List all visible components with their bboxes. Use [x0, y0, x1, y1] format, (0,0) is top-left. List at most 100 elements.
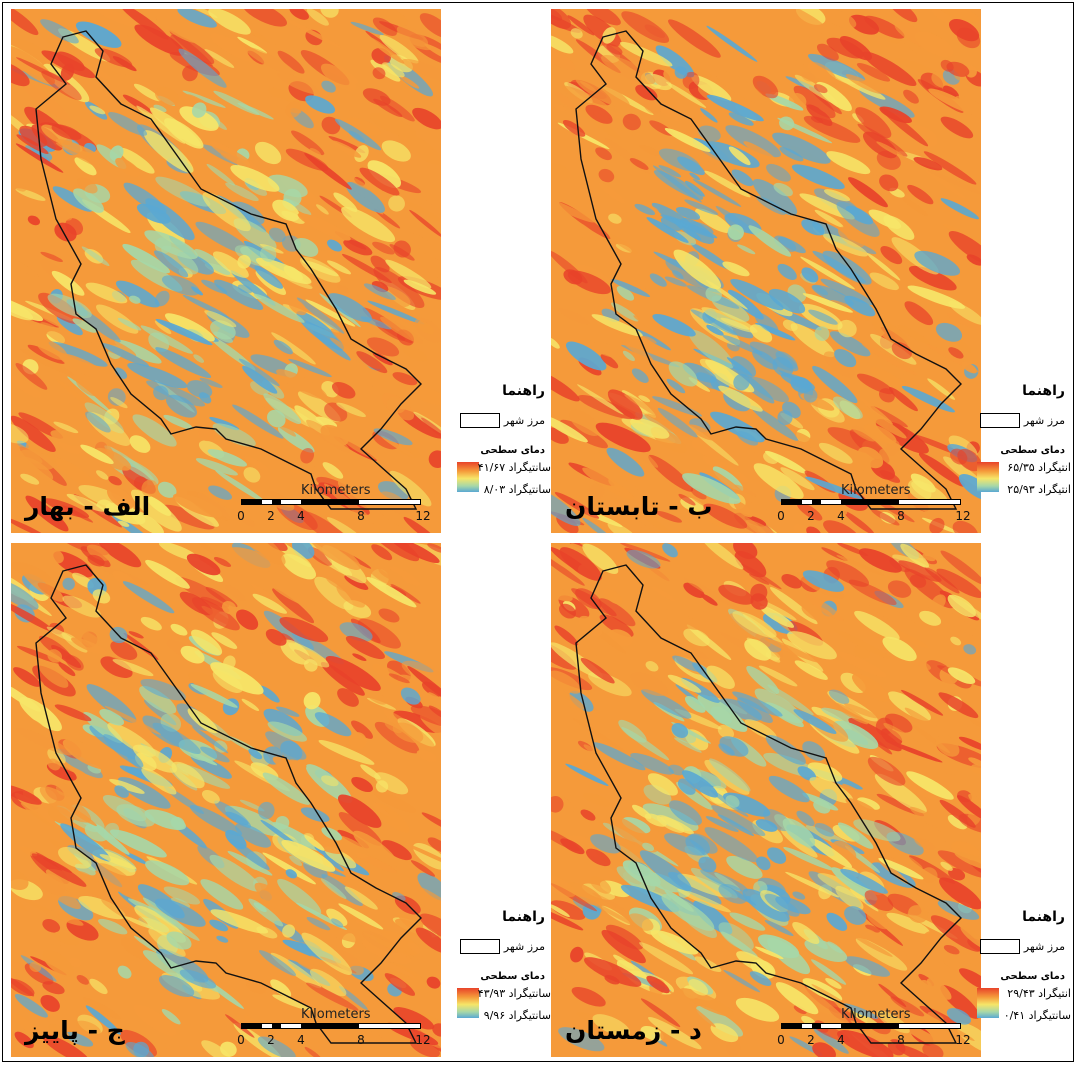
raster-patch	[592, 342, 621, 358]
raster-patch	[350, 21, 384, 36]
raster-patch	[810, 116, 824, 124]
raster-patch	[569, 409, 601, 436]
raster-patch	[388, 673, 410, 684]
raster-patch	[777, 263, 797, 280]
raster-patch	[47, 649, 63, 663]
raster-patch	[314, 712, 352, 737]
raster-patch	[281, 553, 317, 580]
raster-patch	[683, 582, 705, 598]
raster-patch	[619, 41, 673, 67]
raster-patch	[410, 705, 441, 728]
raster-patch	[145, 860, 190, 886]
raster-patch	[115, 157, 141, 177]
raster-patch	[289, 855, 303, 866]
raster-patch	[682, 362, 717, 383]
lst-map-summer[interactable]	[551, 9, 981, 533]
raster-patch	[201, 1040, 232, 1057]
raster-patch	[49, 206, 73, 221]
raster-patch	[752, 75, 779, 99]
raster-patch	[874, 773, 927, 814]
raster-patch	[909, 574, 927, 588]
raster-patch	[684, 199, 719, 215]
raster-patch	[331, 140, 362, 158]
raster-patch	[551, 414, 588, 443]
raster-patch	[825, 977, 842, 989]
raster-patch	[54, 704, 92, 722]
raster-patch	[342, 1029, 374, 1051]
raster-patch	[52, 186, 93, 212]
raster-patch	[16, 727, 73, 756]
city-boundary	[575, 30, 962, 510]
raster-patch	[947, 667, 976, 685]
raster-patch	[212, 251, 249, 278]
raster-patch	[11, 517, 49, 533]
raster-patch	[378, 567, 405, 583]
raster-patch	[620, 338, 654, 362]
raster-patch	[671, 723, 689, 738]
raster-patch	[642, 842, 655, 852]
raster-patch	[388, 195, 405, 212]
raster-patch	[372, 67, 386, 80]
raster-patch	[748, 376, 789, 403]
lst-map-autumn[interactable]	[11, 543, 441, 1057]
raster-patch	[73, 870, 106, 897]
raster-patch	[622, 350, 635, 362]
raster-patch	[288, 462, 302, 474]
raster-patch	[337, 12, 352, 26]
raster-patch	[558, 1027, 605, 1052]
legend-boundary-row: مرز شهر	[979, 413, 1065, 428]
lst-min-label: سانتیگراد ۸/۰۳	[483, 483, 551, 496]
raster-patch	[646, 975, 670, 994]
raster-patch	[642, 335, 657, 344]
raster-patch	[171, 897, 191, 908]
raster-patch	[706, 94, 764, 122]
raster-patch	[182, 90, 226, 108]
raster-patch	[557, 30, 569, 38]
raster-patch	[16, 57, 71, 85]
lst-legend-title: دمای سطحی	[1000, 971, 1065, 982]
raster-patch	[214, 800, 252, 828]
raster-patch	[826, 151, 871, 175]
raster-patch	[133, 1004, 177, 1036]
raster-patch	[901, 385, 955, 413]
raster-patch	[854, 610, 900, 640]
raster-patch	[580, 657, 615, 684]
raster-patch	[743, 141, 779, 163]
raster-patch	[622, 113, 641, 131]
lst-map-spring[interactable]	[11, 9, 441, 533]
raster-patch	[935, 735, 960, 757]
raster-patch	[373, 790, 417, 814]
raster-patch	[662, 543, 678, 558]
raster-patch	[99, 854, 137, 870]
raster-patch	[589, 876, 612, 894]
lst-map-winter[interactable]	[551, 543, 981, 1057]
raster-patch	[566, 882, 603, 906]
raster-patch	[29, 961, 42, 973]
raster-patch	[398, 131, 441, 165]
raster-patch	[15, 363, 48, 390]
raster-patch	[262, 852, 316, 885]
raster-patch	[345, 635, 385, 660]
raster-patch	[879, 448, 917, 472]
raster-patch	[565, 93, 581, 106]
raster-patch	[66, 493, 106, 512]
raster-patch	[570, 946, 584, 963]
raster-patch	[253, 293, 305, 323]
raster-patch	[551, 250, 588, 284]
raster-patch	[94, 9, 138, 27]
raster-patch	[211, 632, 238, 649]
raster-patch	[27, 215, 40, 226]
scale-tick: 4	[837, 509, 845, 523]
raster-patch	[164, 313, 215, 342]
scale-tick: 8	[897, 1033, 905, 1047]
raster-patch	[360, 522, 381, 533]
raster-patch	[551, 552, 585, 586]
raster-patch	[204, 310, 237, 328]
raster-patch	[669, 990, 716, 1028]
raster-patch	[232, 404, 284, 439]
raster-patch	[112, 659, 154, 677]
raster-patch	[363, 9, 409, 26]
lst-legend-title: دمای سطحی	[480, 971, 545, 982]
lst-raster	[551, 9, 981, 533]
scale-tick: 2	[267, 509, 275, 523]
